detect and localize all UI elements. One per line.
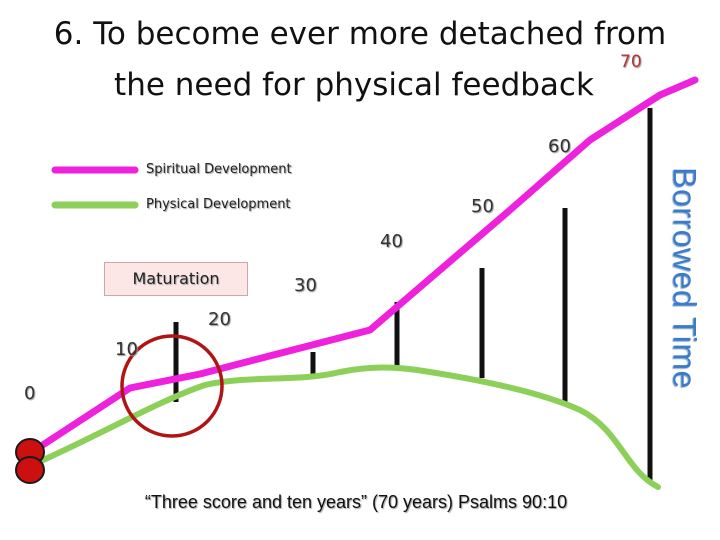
scripture-quote: “Three score and ten years” (70 years) P… — [144, 492, 568, 512]
spiritual-development-line — [28, 76, 699, 456]
age-label-20: 20 — [208, 309, 231, 330]
legend-label-spiritual: Spiritual Development — [146, 162, 292, 177]
title-line-2: the need for physical feedback — [114, 67, 594, 103]
age-label-70: 70 — [620, 52, 642, 72]
maturation-circle — [120, 334, 224, 438]
age-label-0: 0 — [24, 383, 36, 404]
legend-label-physical: Physical Development — [146, 197, 291, 212]
maturation-label: Maturation — [104, 262, 248, 296]
start-dot-lower — [15, 456, 45, 484]
borrowed-time-label: Borrowed Time — [666, 167, 703, 389]
physical-development-line — [29, 364, 661, 490]
age-label-40: 40 — [380, 231, 403, 252]
title-line-1: 6. To become ever more detached from — [53, 16, 667, 52]
age-label-50: 50 — [471, 196, 494, 217]
age-label-30: 30 — [294, 275, 317, 296]
age-label-60: 60 — [548, 136, 571, 157]
age-label-10: 10 — [115, 339, 138, 360]
age-markers — [173, 108, 653, 480]
